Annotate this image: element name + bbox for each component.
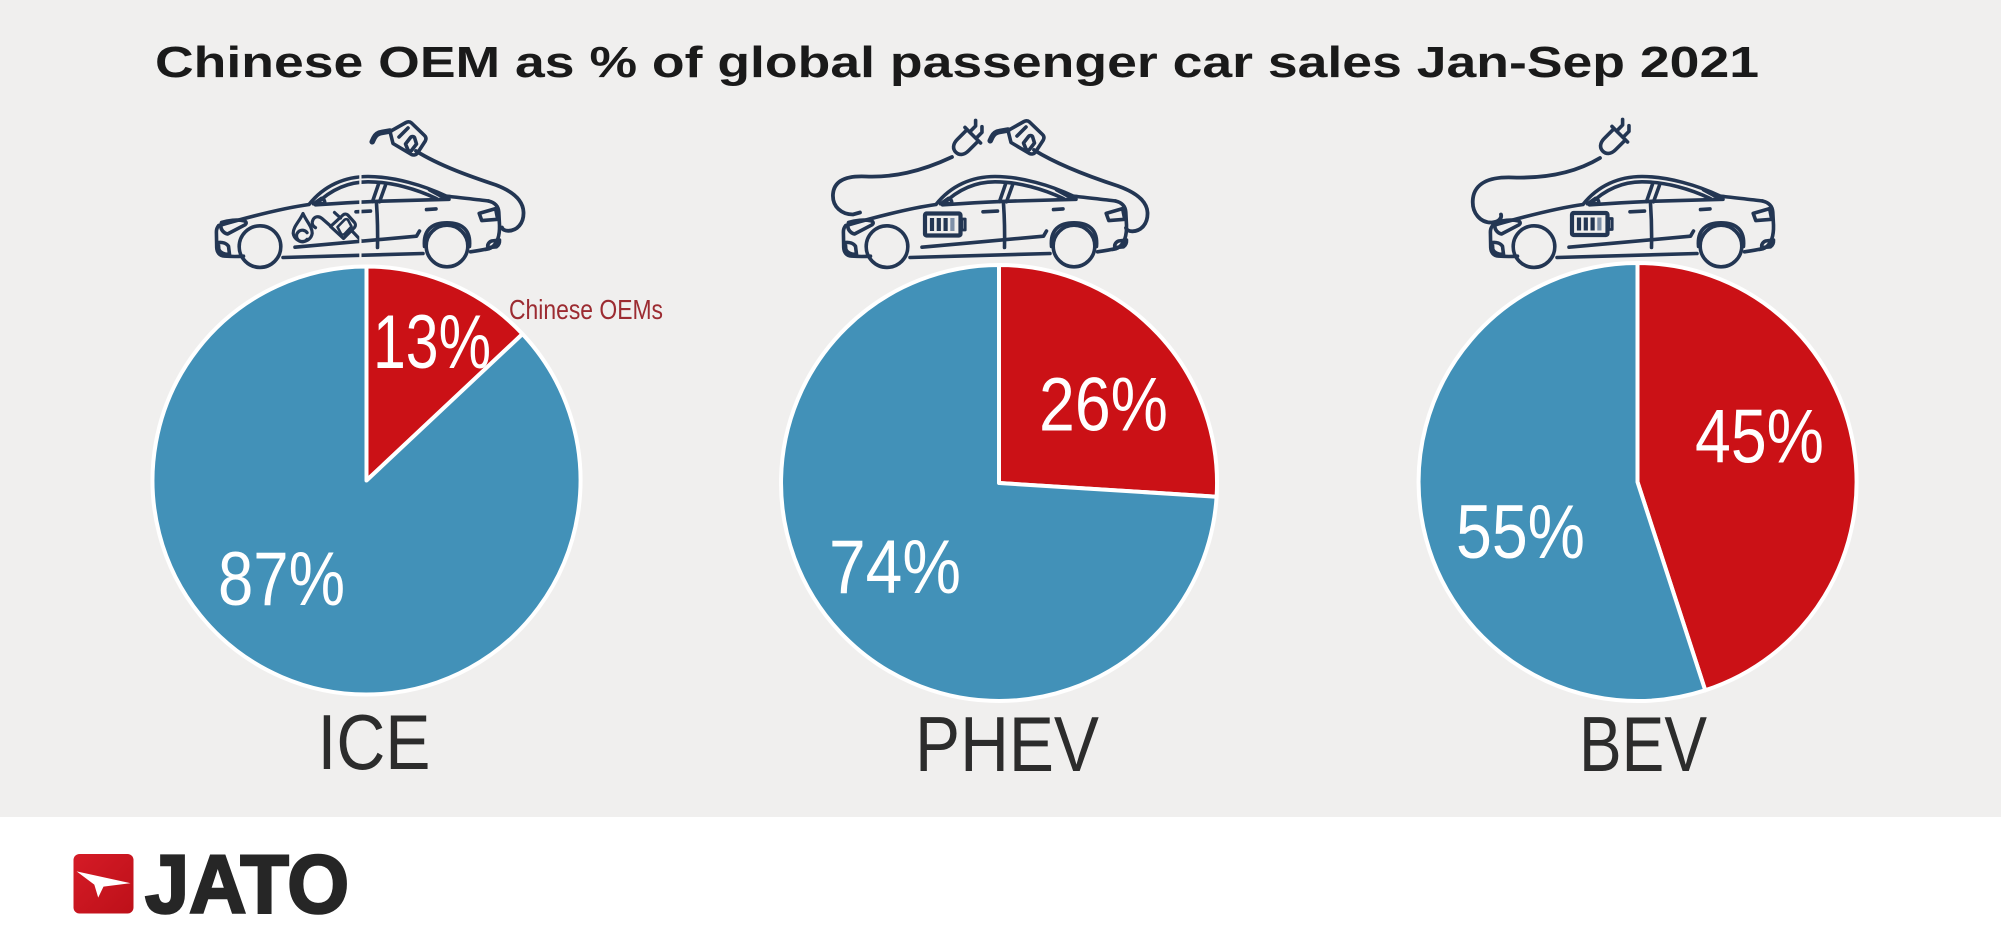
svg-text:87%: 87% bbox=[218, 537, 345, 622]
svg-text:PHEV: PHEV bbox=[915, 702, 1099, 788]
svg-text:13%: 13% bbox=[373, 300, 491, 385]
svg-text:JATO: JATO bbox=[145, 839, 349, 931]
svg-text:Chinese OEM as % of global pas: Chinese OEM as % of global passenger car… bbox=[155, 38, 1759, 87]
svg-text:26%: 26% bbox=[1039, 363, 1168, 448]
svg-text:BEV: BEV bbox=[1579, 702, 1707, 788]
svg-text:74%: 74% bbox=[829, 525, 961, 610]
svg-text:ICE: ICE bbox=[318, 700, 431, 786]
svg-text:55%: 55% bbox=[1456, 490, 1585, 575]
svg-text:Chinese OEMs: Chinese OEMs bbox=[509, 294, 663, 325]
svg-text:45%: 45% bbox=[1695, 395, 1824, 480]
